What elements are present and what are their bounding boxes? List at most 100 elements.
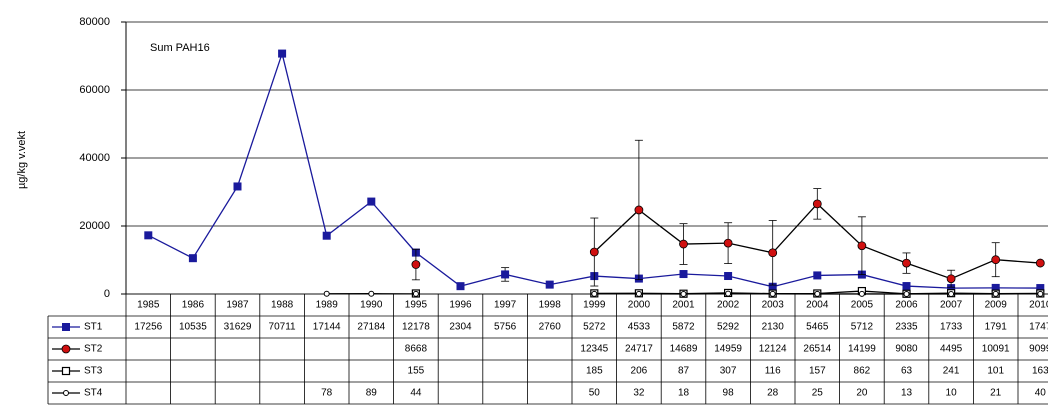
table-cell: 87 xyxy=(678,366,690,377)
data-point xyxy=(233,182,242,191)
legend-label: ST4 xyxy=(84,388,103,399)
data-point xyxy=(946,274,956,284)
data-point xyxy=(902,258,911,268)
table-cell: 14689 xyxy=(670,344,698,355)
y-tick-label: 60000 xyxy=(79,84,110,96)
x-tick-label: 2005 xyxy=(851,300,874,311)
data-point xyxy=(769,290,776,297)
x-tick-label: 1989 xyxy=(316,300,339,311)
table-cell: 5756 xyxy=(494,322,517,333)
x-tick-label: 2010 xyxy=(1029,300,1048,311)
table-cell: 155 xyxy=(408,366,425,377)
table-cell: 9099 xyxy=(1029,344,1048,355)
table-cell: 12345 xyxy=(580,344,608,355)
data-point xyxy=(725,290,732,297)
data-point xyxy=(680,290,687,297)
x-tick-label: 1997 xyxy=(494,300,517,311)
data-point xyxy=(768,282,777,291)
x-tick-label: 1986 xyxy=(182,300,205,311)
table-cell: 44 xyxy=(410,388,422,399)
table-cell: 24717 xyxy=(625,344,653,355)
table-cell: 5872 xyxy=(672,322,695,333)
y-tick-label: 20000 xyxy=(79,220,110,232)
table-cell: 21 xyxy=(990,388,1002,399)
data-point xyxy=(812,199,822,209)
table-cell: 2760 xyxy=(539,322,562,333)
x-tick-label: 1999 xyxy=(583,300,606,311)
x-tick-label: 1996 xyxy=(449,300,472,311)
table-cell: 9080 xyxy=(895,344,918,355)
x-tick-label: 2007 xyxy=(940,300,963,311)
x-tick-label: 1995 xyxy=(405,300,428,311)
table-cell: 98 xyxy=(723,388,735,399)
table-cell: 2304 xyxy=(449,322,472,333)
table-cell: 63 xyxy=(901,366,913,377)
table-cell: 40 xyxy=(1035,388,1047,399)
data-point xyxy=(814,290,821,297)
data-point xyxy=(456,282,465,291)
table-cell: 1733 xyxy=(940,322,963,333)
y-axis-label: µg/kg v.vekt xyxy=(16,131,28,189)
table-cell: 185 xyxy=(586,366,603,377)
legend-marker xyxy=(62,323,70,331)
x-tick-label: 2003 xyxy=(762,300,785,311)
table-cell: 14199 xyxy=(848,344,876,355)
legend-marker xyxy=(63,390,69,396)
table-cell: 14959 xyxy=(714,344,742,355)
table-cell: 5292 xyxy=(717,322,740,333)
data-point xyxy=(948,290,955,297)
data-point xyxy=(1037,290,1044,297)
table-cell: 8668 xyxy=(405,344,428,355)
table-cell: 116 xyxy=(765,366,781,377)
table-cell: 2130 xyxy=(762,322,785,333)
x-tick-label: 2009 xyxy=(985,300,1008,311)
table-cell: 17144 xyxy=(313,322,341,333)
legend-label: ST2 xyxy=(84,344,103,355)
table-cell: 4533 xyxy=(628,322,651,333)
legend-marker xyxy=(61,344,71,354)
x-tick-label: 1987 xyxy=(226,300,249,311)
x-tick-label: 2000 xyxy=(628,300,651,311)
x-tick-label: 2006 xyxy=(895,300,918,311)
x-tick-label: 1998 xyxy=(539,300,562,311)
y-tick-label: 40000 xyxy=(79,152,110,164)
table-cell: 5712 xyxy=(851,322,874,333)
table-cell: 31629 xyxy=(224,322,252,333)
table-cell: 10535 xyxy=(179,322,207,333)
table-cell: 20 xyxy=(856,388,868,399)
data-point xyxy=(903,290,910,297)
table-cell: 10 xyxy=(946,388,958,399)
table-cell: 26514 xyxy=(803,344,831,355)
legend-label: ST3 xyxy=(84,366,103,377)
x-tick-label: 2001 xyxy=(672,300,695,311)
table-cell: 17256 xyxy=(134,322,162,333)
table-cell: 13 xyxy=(901,388,913,399)
data-point xyxy=(992,290,999,297)
data-point xyxy=(902,282,911,291)
data-point xyxy=(368,290,375,297)
table-cell: 862 xyxy=(854,366,871,377)
data-point xyxy=(323,290,330,297)
data-point xyxy=(411,260,421,269)
data-point xyxy=(278,49,287,58)
table-cell: 50 xyxy=(589,388,601,399)
table-cell: 241 xyxy=(943,366,960,377)
table-cell: 1791 xyxy=(985,322,1008,333)
data-point xyxy=(858,290,865,297)
data-point xyxy=(322,231,331,240)
data-point xyxy=(857,241,867,251)
data-point xyxy=(724,272,733,281)
table-cell: 28 xyxy=(767,388,779,399)
table-cell: 78 xyxy=(321,388,333,399)
data-point xyxy=(768,248,778,258)
data-point xyxy=(412,290,419,297)
x-tick-label: 1985 xyxy=(137,300,160,311)
x-tick-label: 1988 xyxy=(271,300,294,311)
table-cell: 101 xyxy=(987,366,1004,377)
table-cell: 12178 xyxy=(402,322,430,333)
data-point xyxy=(991,255,1001,265)
data-point xyxy=(144,231,153,240)
table-cell: 206 xyxy=(631,366,648,377)
data-point xyxy=(679,239,688,249)
data-point xyxy=(1035,258,1045,268)
